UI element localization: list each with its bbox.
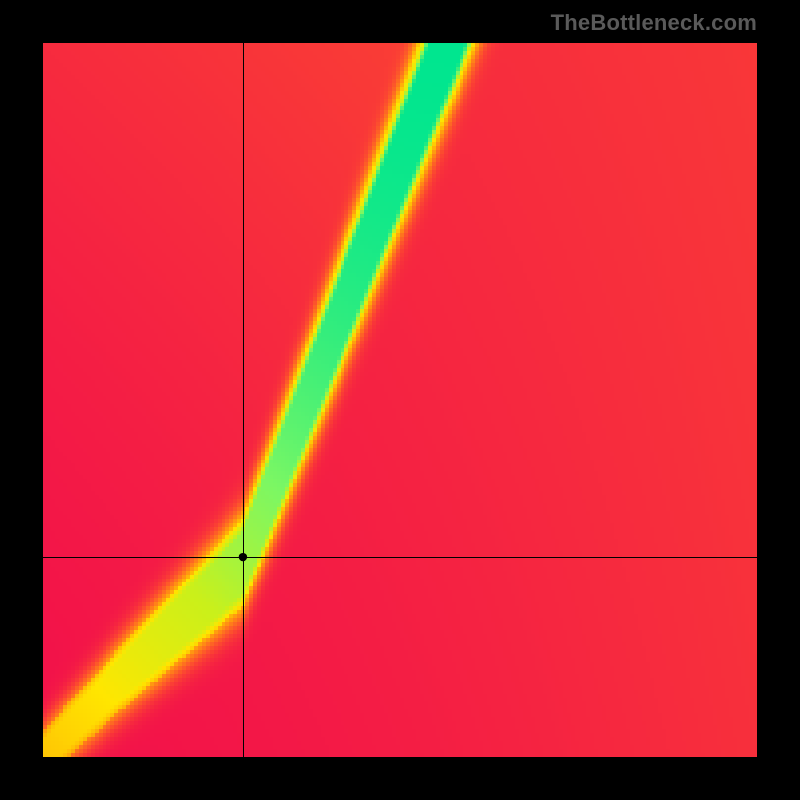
plot-area — [43, 43, 757, 757]
outer-frame: TheBottleneck.com — [0, 0, 800, 800]
bottleneck-heatmap — [43, 43, 757, 757]
watermark-text: TheBottleneck.com — [551, 10, 757, 36]
